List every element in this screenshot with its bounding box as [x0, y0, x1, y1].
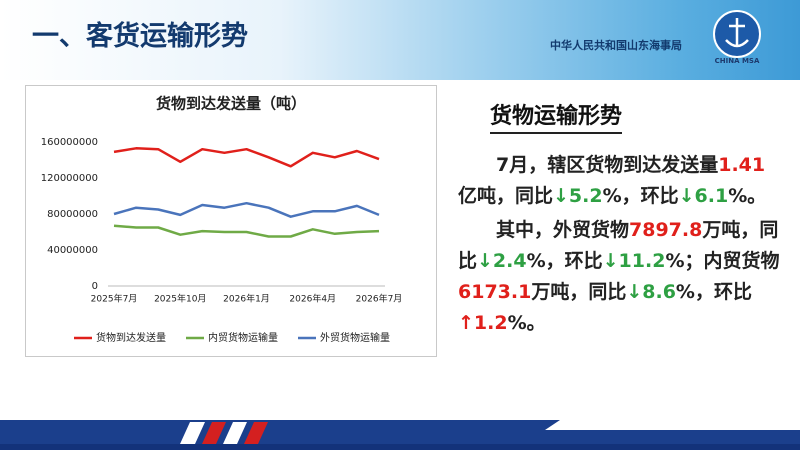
paragraph: 其中，外贸货物7897.8万吨，同比↓2.4%，环比↓11.2%；内贸货物617…: [458, 215, 780, 339]
slide-title: 一、客货运输形势: [32, 21, 248, 52]
text-run: ↑1.2: [458, 312, 508, 334]
y-tick-label: 120000000: [41, 173, 98, 184]
text-run: 7897.8: [629, 219, 703, 241]
text-run: ↓8.6: [626, 281, 676, 303]
footer-band: [0, 420, 800, 450]
y-tick-label: 40000000: [47, 245, 98, 256]
header-band: [0, 0, 800, 80]
text-run: %，环比: [675, 281, 752, 303]
text-run: 7月，辖区货物到达发送量: [496, 154, 719, 176]
text-run: ↓11.2: [602, 250, 666, 272]
text-run: ↓6.1: [678, 185, 729, 207]
chart: 货物到达发送量（吨） 0 40000000 80000000 120000000 160…: [41, 95, 403, 345]
text-run: %；内贸货物: [665, 250, 780, 272]
text-run: ↓5.2: [553, 185, 603, 207]
text-run: %。: [728, 185, 767, 207]
section-title: 货物运输形势: [490, 98, 623, 134]
series-line: [113, 147, 380, 168]
legend-label: 内贸货物运输量: [208, 331, 278, 344]
paragraphs: 7月，辖区货物到达发送量1.41亿吨，同比↓5.2%，环比↓6.1%。 其中，外贸…: [458, 150, 780, 342]
x-tick-label: 2026年1月: [223, 293, 270, 305]
text-run: %，环比: [526, 250, 603, 272]
legend-label: 外贸货物运输量: [320, 331, 390, 344]
y-tick-label: 80000000: [47, 209, 98, 220]
series-line: [113, 224, 380, 238]
series-line: [113, 201, 380, 218]
text-run: %，环比: [602, 185, 679, 207]
text-run: 6173.1: [458, 281, 532, 303]
logo: CHINA MSA: [713, 10, 761, 65]
text-run: ↓2.4: [477, 250, 527, 272]
text-run: 其中，外贸货物: [496, 219, 630, 241]
text-run: 万吨，同比: [531, 281, 627, 303]
x-tick-label: 2026年4月: [289, 293, 336, 305]
x-tick-label: 2025年10月: [154, 293, 206, 305]
text-run: 亿吨，同比: [458, 185, 554, 207]
x-tick-label: 2026年7月: [356, 293, 403, 305]
legend-label: 货物到达发送量: [96, 331, 166, 344]
logo-text: CHINA MSA: [715, 57, 760, 65]
text-run: 1.41: [718, 154, 766, 176]
y-tick-label: 160000000: [41, 137, 98, 148]
text-run: %。: [507, 312, 546, 334]
x-tick-label: 2025年7月: [91, 293, 138, 305]
agency-name: 中华人民共和国山东海事局: [550, 39, 682, 52]
chart-title: 货物到达发送量（吨）: [156, 95, 306, 113]
chart-frame: 货物到达发送量（吨） 0 40000000 80000000 120000000 160…: [25, 85, 437, 357]
y-tick-label: 0: [92, 281, 98, 292]
text-run: 万吨，同比: [458, 219, 779, 272]
paragraph: 7月，辖区货物到达发送量1.41 亿吨，同比↓5.2%，环比↓6.1%。: [458, 150, 780, 212]
